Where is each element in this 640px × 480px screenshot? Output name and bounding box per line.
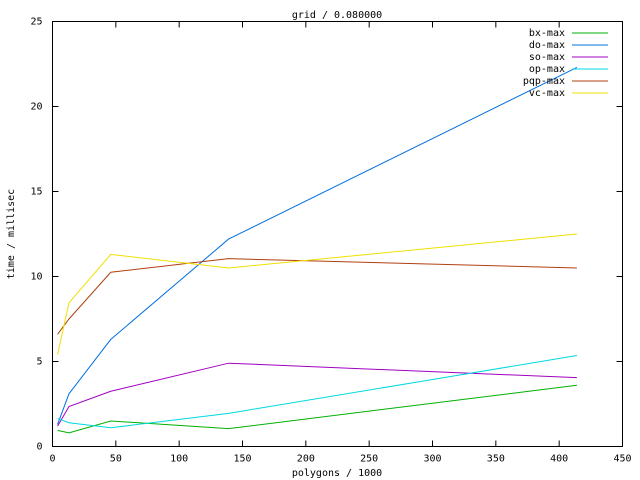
x-tick-label: 150 <box>233 454 251 465</box>
series-line <box>57 66 578 425</box>
y-tick-label: 0 <box>36 442 42 453</box>
legend-label: bx-max <box>529 28 565 39</box>
x-tick-label: 450 <box>613 454 631 465</box>
series-line <box>57 362 577 427</box>
legend-label: vc-max <box>529 88 565 99</box>
legend-label: so-max <box>529 52 565 63</box>
x-tick-label: 350 <box>487 454 505 465</box>
y-tick-label: 15 <box>30 187 42 198</box>
legend-label: pqp-max <box>523 76 565 87</box>
y-tick-label: 25 <box>30 17 42 28</box>
x-tick-label: 50 <box>110 454 122 465</box>
y-tick-label: 5 <box>36 357 42 368</box>
series-line <box>57 384 577 434</box>
legend-label: do-max <box>529 40 565 51</box>
y-tick-label: 10 <box>30 272 42 283</box>
y-axis-label: time / millisec <box>6 189 17 279</box>
series-line <box>57 233 577 355</box>
series-line <box>57 355 577 429</box>
y-tick-label: 20 <box>30 102 42 113</box>
series-line <box>57 258 577 335</box>
x-tick-label: 300 <box>423 454 441 465</box>
chart-title: grid / 0.080000 <box>292 10 382 21</box>
x-tick-label: 250 <box>360 454 378 465</box>
x-tick-label: 100 <box>170 454 188 465</box>
x-tick-label: 200 <box>297 454 315 465</box>
plot-border <box>52 21 623 447</box>
legend-label: op-max <box>529 64 565 75</box>
x-tick-label: 0 <box>49 454 55 465</box>
x-tick-label: 400 <box>550 454 568 465</box>
x-axis-label: polygons / 1000 <box>292 468 382 479</box>
